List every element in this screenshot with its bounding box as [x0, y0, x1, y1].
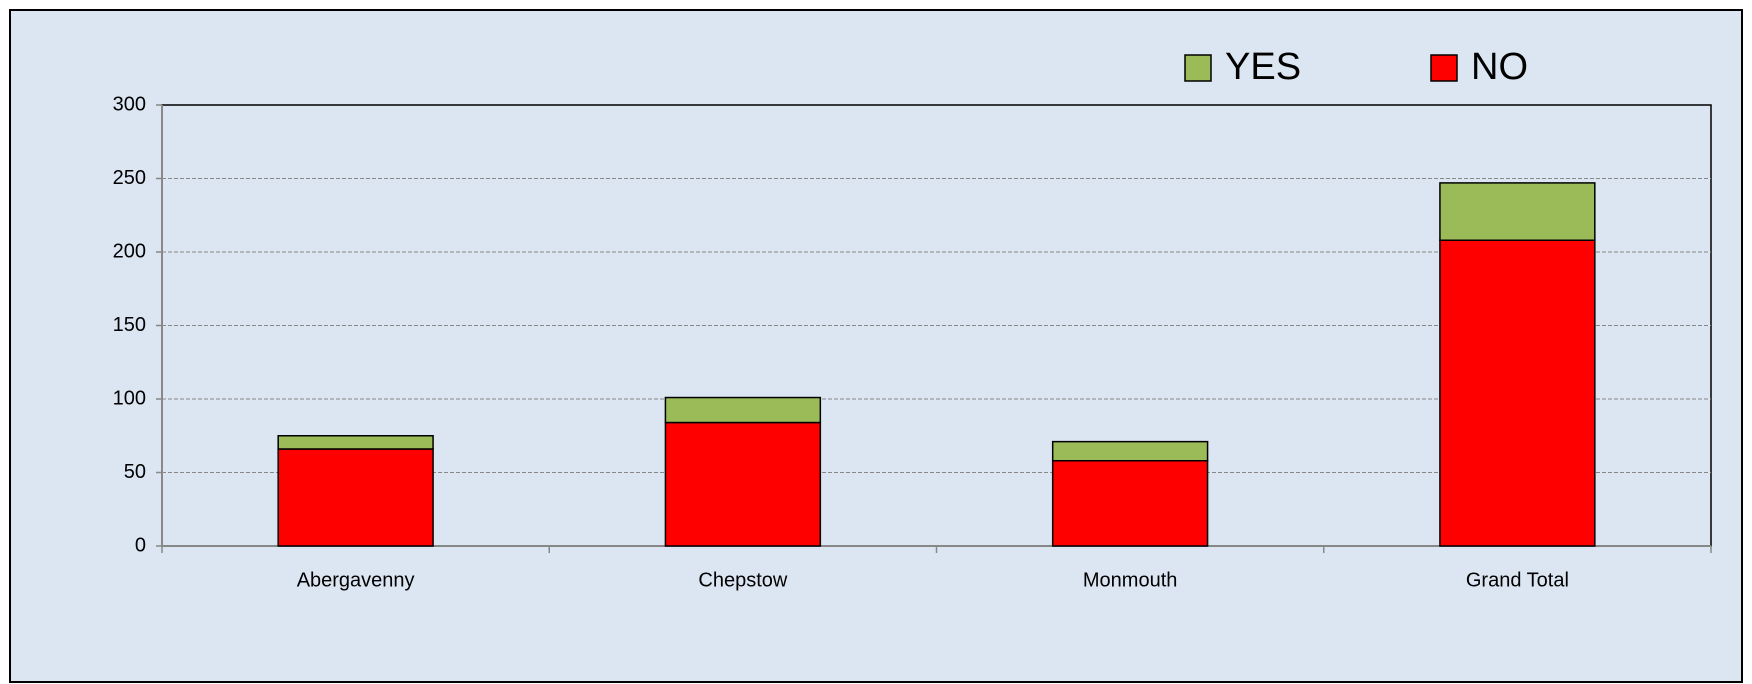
bar-segment — [1051, 440, 1209, 462]
y-tick-label: 150 — [113, 314, 146, 336]
y-tick-label: 50 — [124, 461, 146, 483]
x-tick-label: Grand Total — [1466, 569, 1569, 591]
x-tick-label: Abergavenny — [297, 569, 415, 591]
bar-segment — [277, 448, 434, 547]
bar-segment — [1439, 239, 1596, 547]
legend-label: NO — [1471, 46, 1528, 88]
x-tick-label: Chepstow — [698, 569, 787, 591]
bar-segment — [664, 396, 822, 424]
bar-segment — [1439, 182, 1596, 241]
y-tick-label: 300 — [113, 93, 146, 115]
y-tick-label: 0 — [135, 534, 146, 556]
y-tick-label: 100 — [113, 387, 146, 409]
legend-label: YES — [1225, 46, 1301, 88]
bar-segment — [664, 421, 822, 547]
y-tick-label: 200 — [113, 240, 146, 262]
bar-segment — [277, 435, 434, 450]
y-tick-label: 250 — [113, 167, 146, 189]
legend-swatch — [1430, 54, 1458, 82]
x-tick-label: Monmouth — [1083, 569, 1178, 591]
legend-swatch — [1184, 54, 1212, 82]
bar-segment — [1051, 459, 1209, 547]
